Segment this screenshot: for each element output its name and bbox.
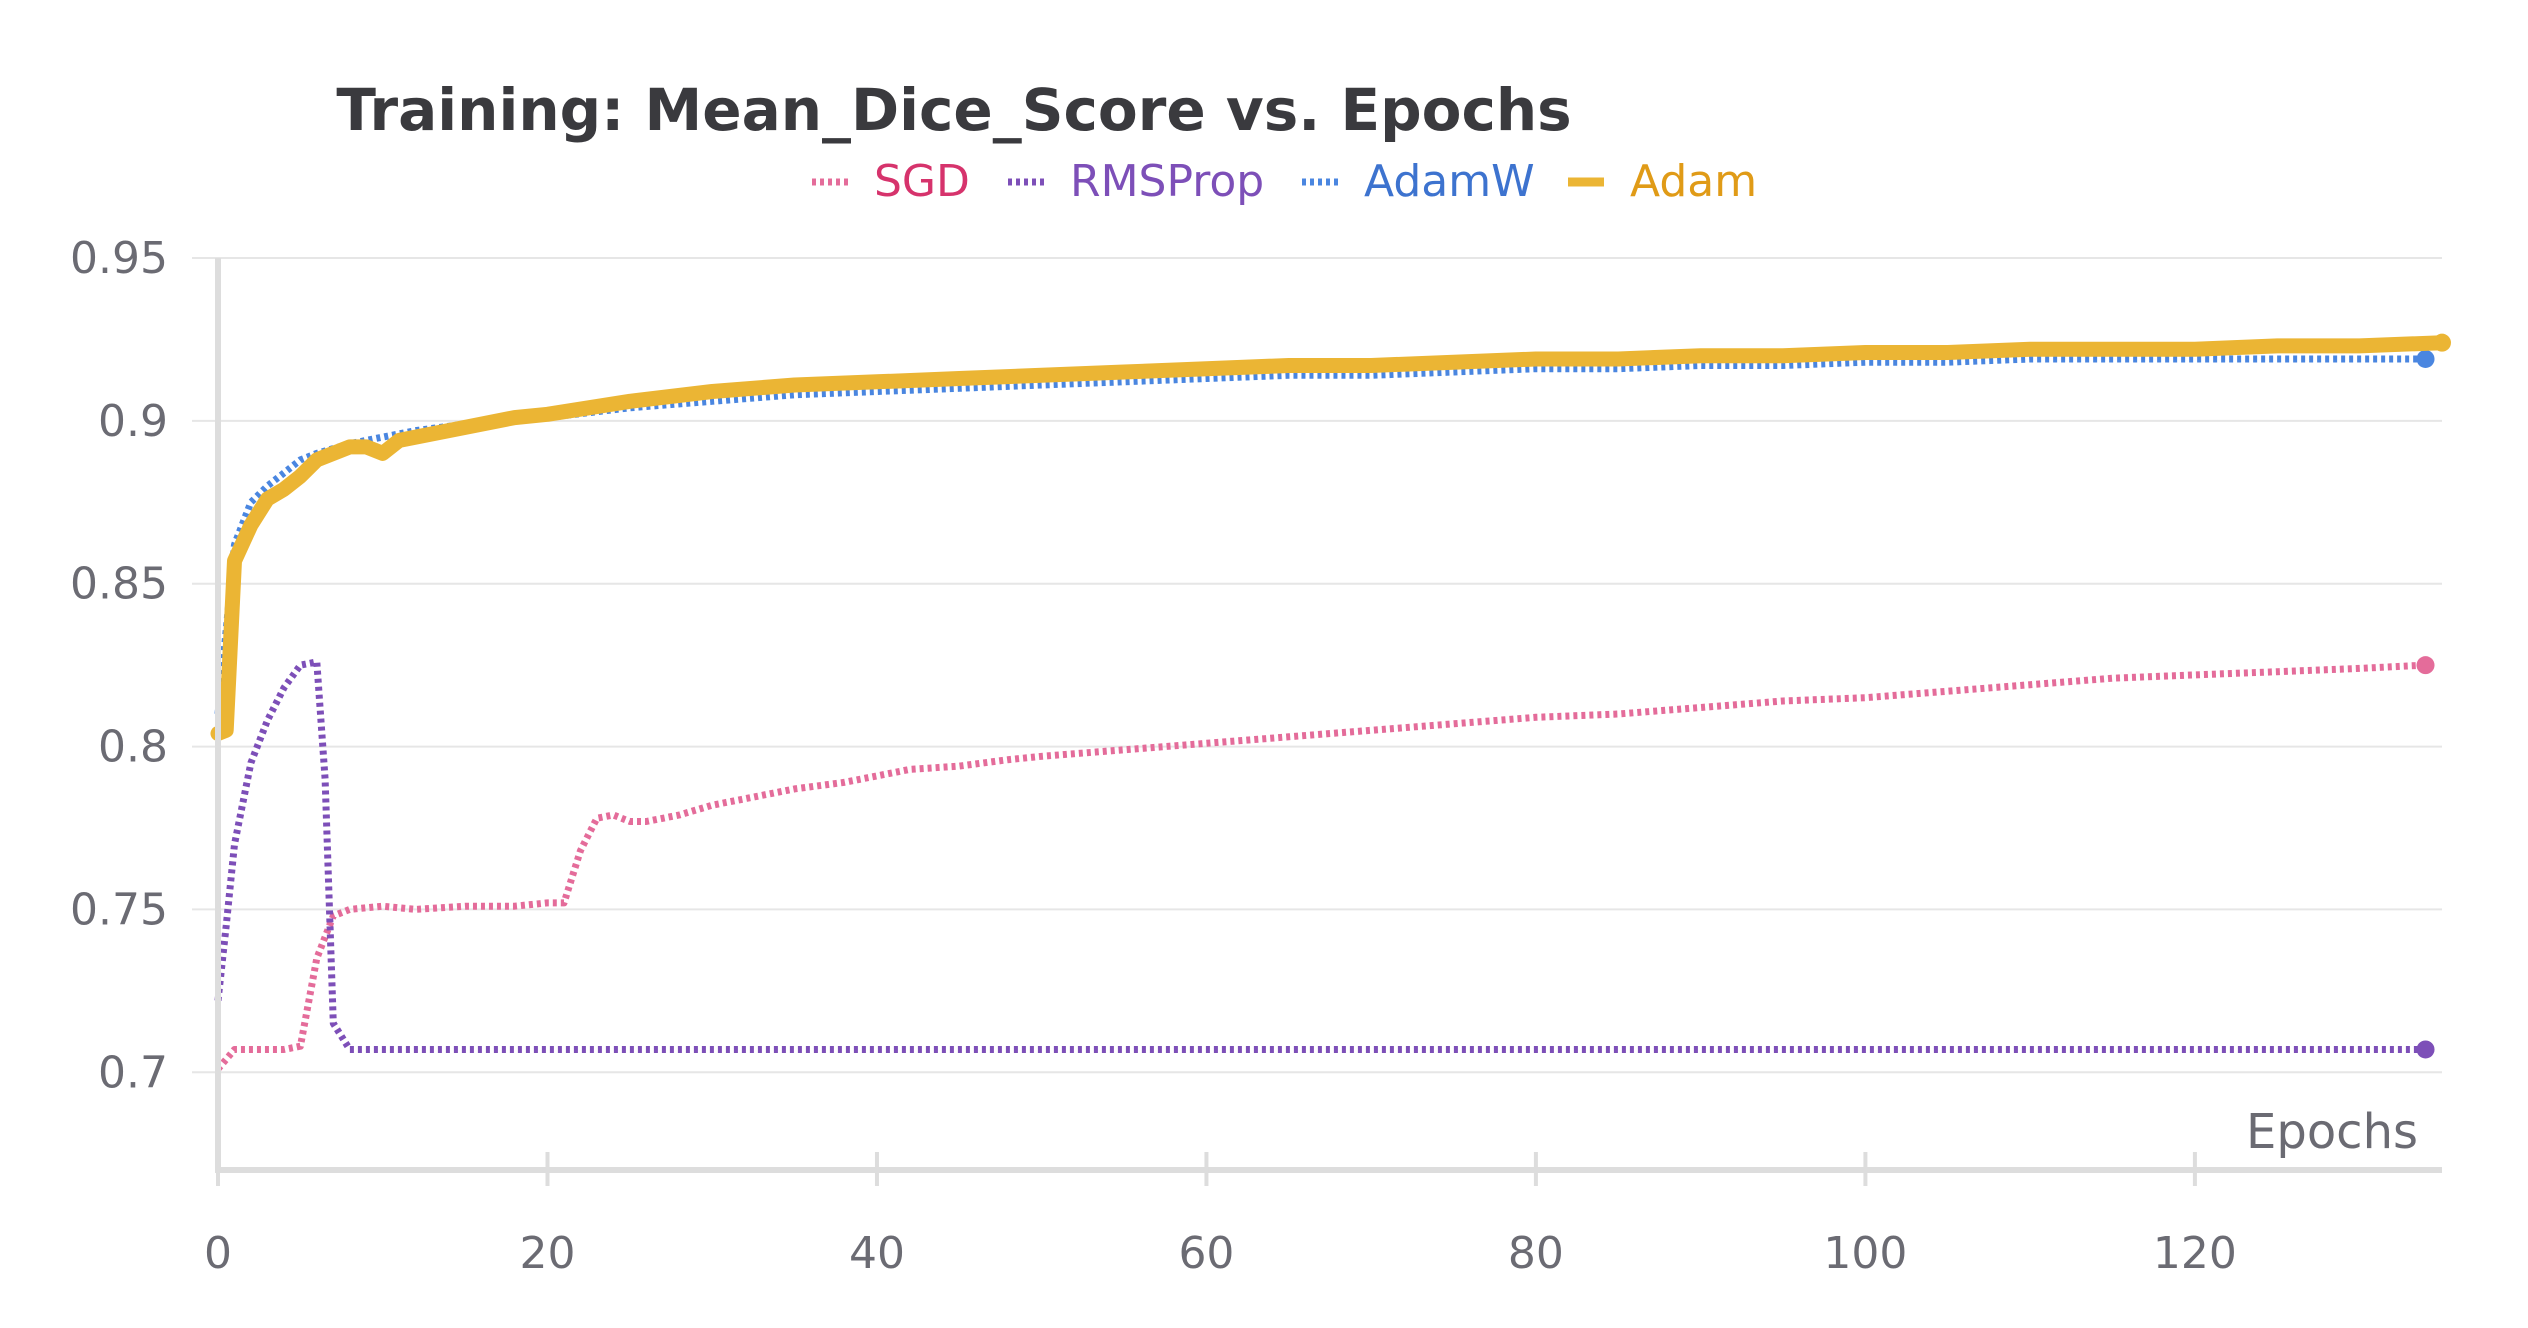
series-endpoint-rmsprop	[2416, 1040, 2435, 1059]
x-tick-label: 60	[1178, 1228, 1234, 1279]
y-tick-label: 0.95	[70, 233, 168, 284]
legend-label-rmsprop: RMSProp	[1070, 156, 1264, 207]
legend-label-adamw: AdamW	[1364, 156, 1535, 207]
grid-lines: 0.7 0.75 0.8 0.85 0.9 0.95	[70, 233, 2442, 1098]
series-endpoint-adamw	[2416, 349, 2435, 368]
legend: SGD RMSProp AdamW Adam	[812, 156, 1757, 207]
y-tick-label: 0.8	[98, 722, 168, 773]
legend-label-adam: Adam	[1630, 156, 1757, 207]
x-tick-label: 20	[519, 1228, 575, 1279]
x-tick-label: 40	[849, 1228, 905, 1279]
x-tick-label: 0	[204, 1228, 232, 1279]
y-tick-label: 0.9	[98, 396, 168, 447]
x-tick-label: 100	[1823, 1228, 1907, 1279]
y-tick-label: 0.7	[98, 1047, 168, 1098]
y-tick-label: 0.75	[70, 884, 168, 935]
x-tick-label: 80	[1508, 1228, 1564, 1279]
axes: 0 20 40 60 80 100 120	[204, 258, 2442, 1279]
series-line-adamw	[214, 355, 2426, 715]
x-tick-label: 120	[2153, 1228, 2237, 1279]
chart-title: Training: Mean_Dice_Score vs. Epochs	[336, 76, 1571, 144]
series-endpoint-adam	[2433, 333, 2451, 352]
y-tick-label: 0.85	[70, 559, 168, 610]
x-axis-title: Epochs	[2246, 1104, 2418, 1160]
legend-label-sgd: SGD	[874, 156, 970, 207]
series-endpoint-sgd	[2416, 656, 2435, 675]
series-group	[210, 333, 2451, 1072]
series-line-rmsprop	[214, 658, 2426, 1053]
series-line-sgd	[215, 661, 2426, 1072]
series-line-adam	[210, 335, 2450, 741]
